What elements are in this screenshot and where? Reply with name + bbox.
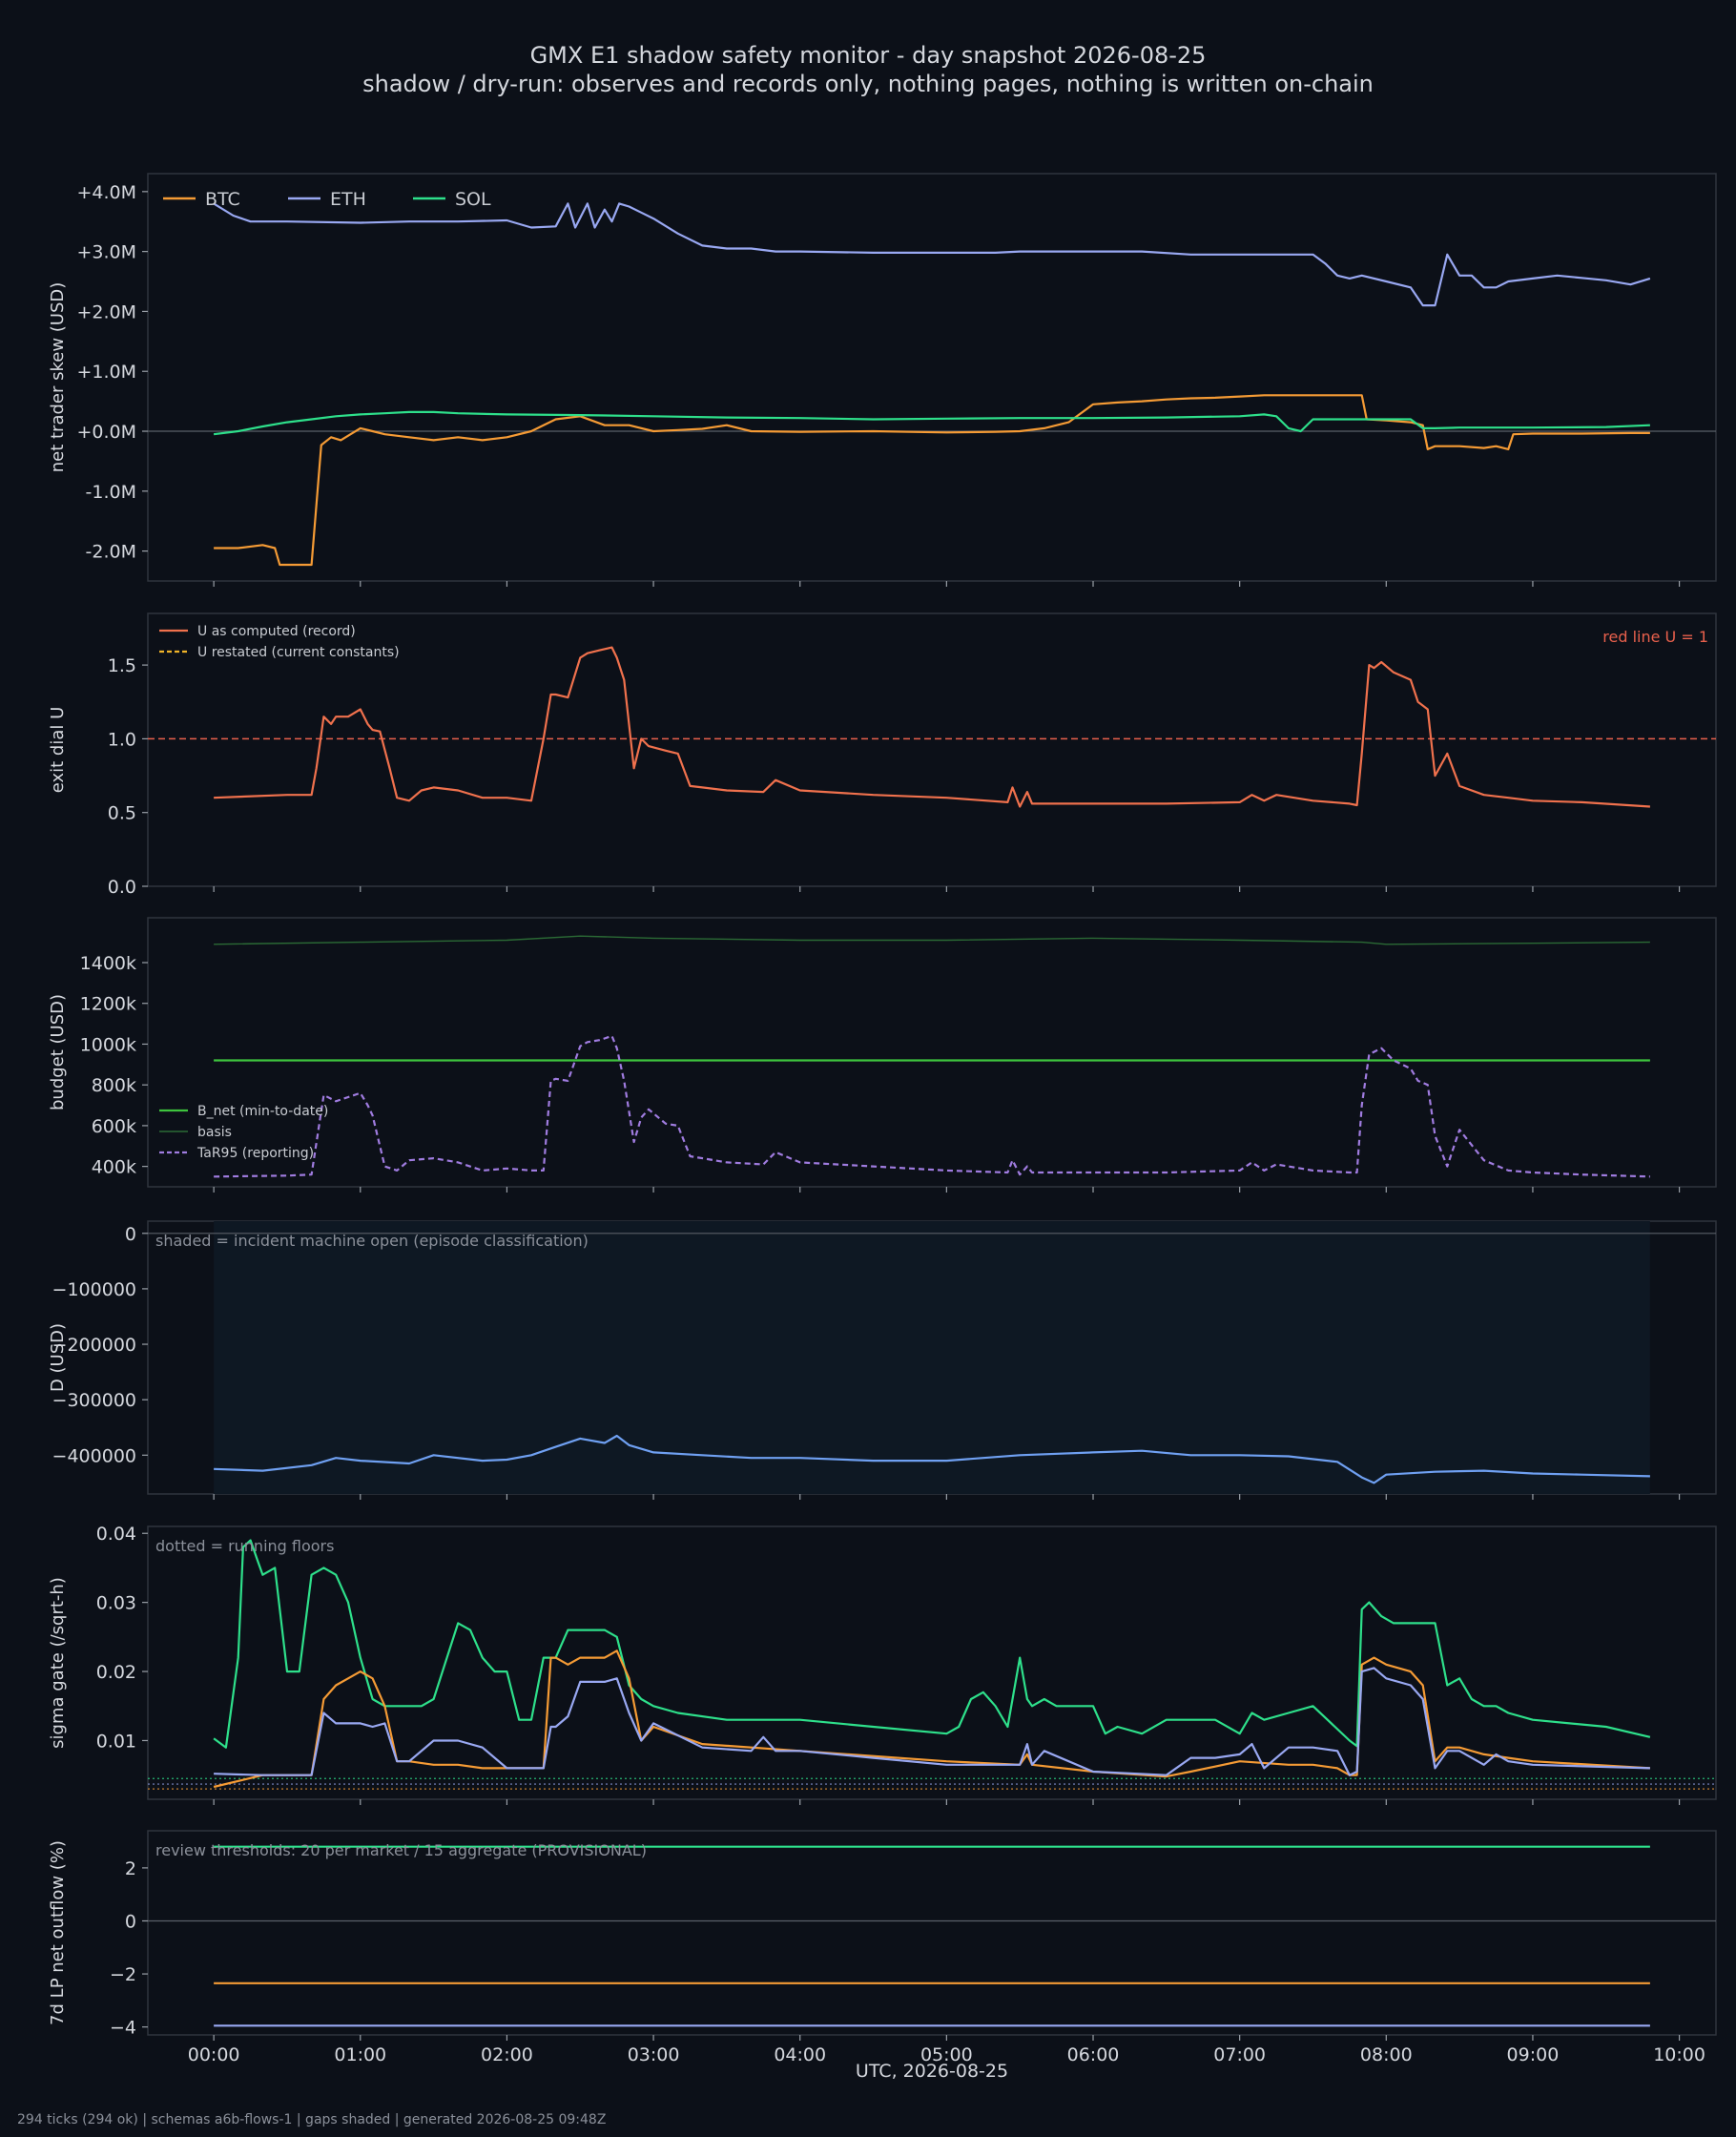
panel-note: shaded = incident machine open (episode … — [155, 1232, 589, 1250]
legend-label: basis — [197, 1125, 232, 1140]
y-tick-label: +2.0M — [76, 301, 136, 322]
y-tick-label: 0.03 — [96, 1593, 136, 1614]
legend-label: B_net (min-to-date) — [197, 1104, 328, 1119]
chart-title: GMX E1 shadow safety monitor - day snaps… — [529, 42, 1207, 69]
series-line-eth — [213, 202, 1651, 307]
panel-2-frame — [147, 612, 1717, 887]
panel-6-frame — [147, 1830, 1717, 2036]
panel-3-frame — [147, 917, 1717, 1188]
x-tick-label: 08:00 — [1360, 2044, 1413, 2065]
y-tick-label: 600k — [92, 1116, 136, 1137]
x-axis-label: UTC, 2026-08-25 — [855, 2061, 1009, 2082]
legend-label: SOL — [455, 189, 491, 210]
y-tick-label: 1.0 — [108, 729, 136, 750]
y-tick-label: −2 — [110, 1964, 136, 1985]
series-line-btc — [214, 394, 1650, 567]
y-tick-label: 1000k — [80, 1034, 136, 1055]
series-line-sol — [213, 410, 1650, 436]
x-tick-label: 03:00 — [628, 2044, 680, 2065]
y-tick-label: 800k — [92, 1075, 136, 1096]
y-tick-label: 0 — [125, 1224, 136, 1245]
x-tick-label: 02:00 — [481, 2044, 533, 2065]
y-tick-label: 1200k — [80, 994, 136, 1015]
red-line-label: red line U = 1 — [1602, 628, 1708, 646]
series-line-eth — [214, 1667, 1650, 1776]
y-tick-label: 0.01 — [96, 1731, 136, 1752]
legend-label: BTC — [205, 189, 240, 210]
x-tick-label: 00:00 — [188, 2044, 240, 2065]
footer-status: 294 ticks (294 ok) | schemas a6b-flows-1… — [17, 2112, 607, 2127]
series-line-btc — [213, 1649, 1650, 1789]
y-tick-label: 0.04 — [96, 1524, 136, 1545]
y-tick-label: −300000 — [52, 1390, 136, 1411]
y-tick-label: +4.0M — [76, 182, 136, 203]
y-axis-label: budget (USD) — [48, 994, 68, 1110]
x-tick-label: 10:00 — [1653, 2044, 1705, 2065]
panel-5-frame — [147, 1525, 1717, 1800]
y-tick-label: −4 — [110, 2018, 136, 2039]
y-tick-label: -1.0M — [86, 482, 136, 503]
legend-label: ETH — [330, 189, 366, 210]
panel-note: review thresholds: 20 per market / 15 ag… — [155, 1841, 647, 1859]
y-tick-label: 0.0 — [108, 877, 136, 898]
incident-shaded-region — [214, 1221, 1650, 1494]
x-tick-label: 05:00 — [920, 2044, 973, 2065]
y-tick-label: +0.0M — [76, 422, 136, 443]
x-tick-label: 04:00 — [774, 2044, 826, 2065]
y-tick-label: 0.5 — [108, 803, 136, 824]
y-tick-label: −100000 — [52, 1279, 136, 1300]
y-tick-label: 0 — [125, 1911, 136, 1932]
legend-label: TaR95 (reporting) — [196, 1146, 314, 1161]
y-axis-label: exit dial U — [48, 707, 68, 794]
y-tick-label: 1.5 — [108, 655, 136, 676]
series-line-d — [214, 1434, 1650, 1484]
chart-subtitle: shadow / dry-run: observes and records o… — [362, 71, 1374, 97]
legend-label: U restated (current constants) — [197, 645, 400, 660]
y-tick-label: −200000 — [52, 1335, 136, 1356]
y-tick-label: +3.0M — [76, 242, 136, 263]
series-line-tar95-reporting — [214, 1034, 1650, 1178]
legend-label: U as computed (record) — [197, 624, 356, 639]
y-tick-label: 1400k — [80, 953, 136, 974]
y-tick-label: 400k — [92, 1157, 136, 1178]
x-tick-label: 06:00 — [1067, 2044, 1120, 2065]
series-line-u-as-computed-record — [214, 646, 1650, 808]
panel-note: dotted = running floors — [155, 1537, 334, 1555]
y-tick-label: +1.0M — [76, 362, 136, 383]
y-axis-label: D (USD) — [48, 1323, 68, 1392]
y-tick-label: −400000 — [52, 1445, 136, 1466]
y-axis-label: sigma gate (/sqrt-h) — [48, 1577, 68, 1749]
y-tick-label: -2.0M — [86, 542, 136, 563]
y-axis-label: net trader skew (USD) — [48, 282, 68, 473]
panel-1-frame — [147, 173, 1717, 582]
x-tick-label: 07:00 — [1213, 2044, 1266, 2065]
x-tick-label: 01:00 — [334, 2044, 386, 2065]
series-line-basis — [214, 935, 1650, 945]
y-tick-label: 0.02 — [96, 1662, 136, 1683]
y-tick-label: 2 — [125, 1858, 136, 1879]
x-tick-label: 09:00 — [1507, 2044, 1560, 2065]
y-axis-label: 7d LP net outflow (%) — [48, 1840, 68, 2025]
series-line-sol — [213, 1539, 1651, 1749]
